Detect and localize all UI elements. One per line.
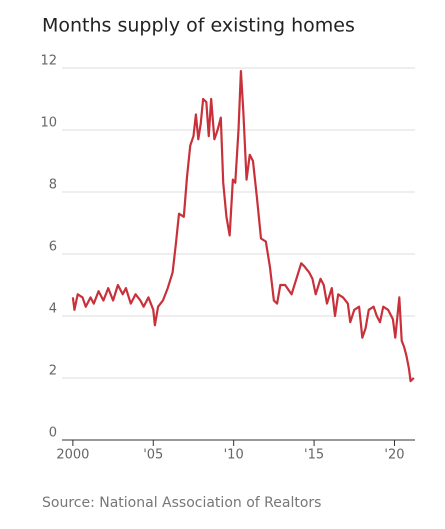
y-tick-label: 12: [40, 54, 57, 69]
x-tick-label: '20: [384, 448, 404, 463]
source: Source: National Association of Realtors: [42, 495, 321, 511]
x-tick-label: '15: [304, 448, 324, 463]
x-tick-label: 2000: [56, 448, 89, 463]
y-tick-label: 4: [49, 302, 57, 317]
line: [71, 70, 415, 383]
y-tick-label: 10: [40, 116, 57, 131]
chart-title: Months supply of existing homes: [42, 15, 355, 37]
y-tick-label: 0: [49, 426, 57, 441]
x-tick-label: '10: [224, 448, 244, 463]
x-tick-label: '05: [143, 448, 163, 463]
y-tick-label: 8: [49, 178, 57, 193]
y-tick-label: 2: [49, 364, 57, 379]
y-tick-label: 6: [49, 240, 57, 255]
